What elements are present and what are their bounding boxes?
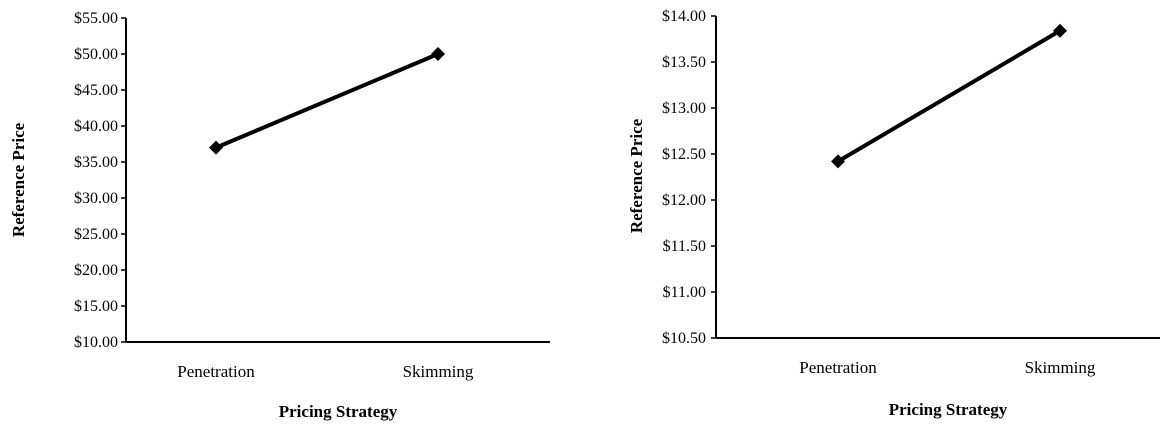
y-tick-label: $15.00 bbox=[74, 298, 118, 315]
y-tick-label: $10.00 bbox=[74, 334, 118, 351]
y-tick-label: $13.50 bbox=[662, 54, 706, 71]
chart-right: $10.50 $11.00 $11.50 $12.00 $12.50 $13.00 $13.… bbox=[627, 8, 1160, 419]
y-tick-label: $11.50 bbox=[663, 238, 706, 255]
y-tick-marks bbox=[121, 17, 126, 343]
x-axis-title: Pricing Strategy bbox=[889, 400, 1008, 419]
y-tick-label: $12.00 bbox=[662, 192, 706, 209]
x-tick-label-penetration: Penetration bbox=[799, 358, 877, 377]
data-point-skimming bbox=[431, 47, 445, 61]
data-point-penetration bbox=[209, 140, 223, 155]
series-line bbox=[836, 28, 1062, 164]
y-tick-label: $55.00 bbox=[74, 10, 118, 27]
y-tick-label: $11.00 bbox=[663, 284, 706, 301]
chart-left: $10.00 $15.00 $20.00 $25.00 $30.00 $35.00 $40.… bbox=[9, 10, 550, 421]
y-tick-label: $25.00 bbox=[74, 226, 118, 243]
y-tick-label: $45.00 bbox=[74, 82, 118, 99]
series-line bbox=[215, 52, 439, 150]
y-axis-title: Reference Price bbox=[9, 122, 28, 237]
y-tick-label: $35.00 bbox=[74, 154, 118, 171]
data-point-skimming bbox=[1053, 23, 1067, 38]
x-tick-label-skimming: Skimming bbox=[403, 362, 474, 381]
y-tick-label: $50.00 bbox=[74, 46, 118, 63]
series-group bbox=[209, 47, 445, 155]
data-point-penetration bbox=[831, 154, 845, 169]
y-tick-label: $10.50 bbox=[662, 330, 706, 347]
y-axis-title: Reference Price bbox=[627, 118, 646, 233]
y-tick-label: $40.00 bbox=[74, 118, 118, 135]
x-axis-title: Pricing Strategy bbox=[279, 402, 398, 421]
x-tick-label-penetration: Penetration bbox=[177, 362, 255, 381]
y-tick-labels: $10.50 $11.00 $11.50 $12.00 $12.50 $13.00 $13.… bbox=[662, 8, 706, 347]
y-tick-label: $30.00 bbox=[74, 190, 118, 207]
y-tick-marks bbox=[711, 15, 716, 339]
y-tick-label: $13.00 bbox=[662, 100, 706, 117]
series-group bbox=[831, 23, 1067, 169]
y-tick-label: $20.00 bbox=[74, 262, 118, 279]
x-tick-label-skimming: Skimming bbox=[1025, 358, 1096, 377]
y-tick-label: $12.50 bbox=[662, 146, 706, 163]
y-tick-labels: $10.00 $15.00 $20.00 $25.00 $30.00 $35.00 $40.… bbox=[74, 10, 118, 351]
y-tick-label: $14.00 bbox=[662, 8, 706, 25]
